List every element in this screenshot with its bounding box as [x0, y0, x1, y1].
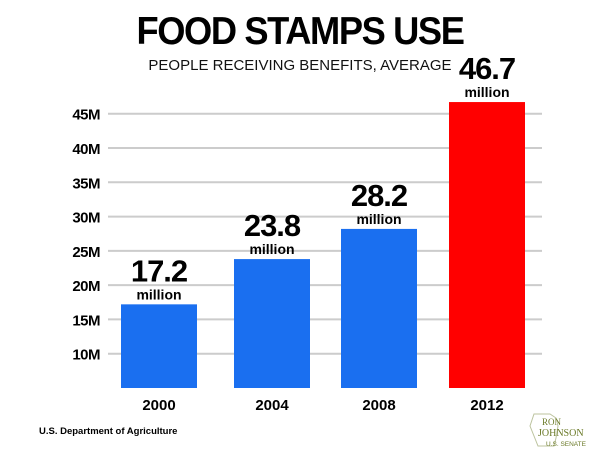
senator-logo: RON JOHNSON U.S. SENATE — [529, 413, 587, 448]
y-tick-label: 45M — [72, 107, 100, 124]
data-labels: 17.2million23.8million28.2million46.7mil… — [131, 51, 516, 302]
value-unit-label: million — [356, 211, 401, 227]
logo-line-3: U.S. SENATE — [546, 441, 587, 448]
y-tick-label: 20M — [72, 278, 100, 295]
x-tick-label: 2000 — [142, 397, 175, 414]
x-tick-label: 2012 — [470, 397, 503, 414]
logo-line-2: JOHNSON — [538, 428, 584, 439]
bar-2008 — [341, 228, 417, 388]
y-tick-label: 10M — [72, 347, 100, 364]
y-tick-label: 35M — [72, 175, 100, 192]
value-unit-label: million — [249, 241, 294, 257]
bar-2004 — [234, 259, 310, 388]
value-label: 28.2 — [351, 178, 407, 213]
x-tick-label: 2008 — [362, 397, 395, 414]
x-tick-label: 2004 — [255, 397, 289, 414]
bar-2012 — [449, 102, 525, 389]
y-axis-ticks: 10M 15M 20M 25M 30M 35M 40M 45M — [72, 107, 100, 364]
state-outline-icon — [529, 413, 559, 447]
logo-line-1: RON — [542, 417, 562, 427]
chart-subtitle: PEOPLE RECEIVING BENEFITS, AVERAGE — [148, 57, 452, 74]
chart-title: FOOD STAMPS USE — [136, 10, 464, 53]
value-label: 46.7 — [459, 51, 515, 86]
value-label: 23.8 — [244, 208, 301, 243]
y-tick-label: 40M — [72, 141, 100, 158]
y-tick-label: 25M — [72, 244, 100, 261]
x-axis-labels: 2000 2004 2008 2012 — [142, 397, 503, 414]
bar-2000 — [121, 304, 197, 388]
bars — [121, 102, 525, 389]
y-tick-label: 30M — [72, 210, 100, 227]
y-tick-label: 15M — [72, 312, 100, 329]
source-note: U.S. Department of Agriculture — [39, 426, 178, 437]
value-unit-label: million — [464, 84, 509, 100]
value-label: 17.2 — [131, 253, 187, 288]
value-unit-label: million — [136, 286, 181, 302]
